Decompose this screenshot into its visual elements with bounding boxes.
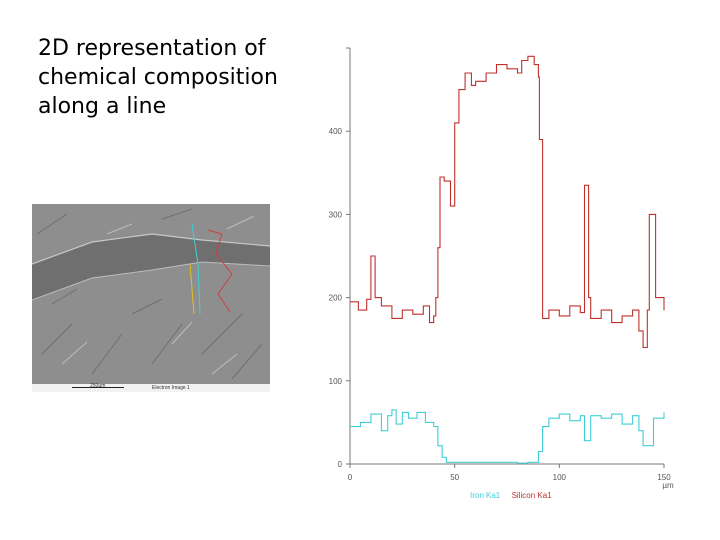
y-tick-label: 200	[329, 294, 343, 303]
scale-bar	[72, 387, 124, 388]
slide-title: 2D representation of chemical compositio…	[38, 36, 278, 119]
y-tick-label: 100	[329, 377, 343, 386]
micrograph-image	[32, 204, 270, 384]
y-tick-label: 300	[329, 210, 343, 219]
electron-micrograph	[32, 204, 270, 384]
detector-label: Electron Image 1	[152, 385, 190, 391]
legend-entry-1: Iron Ka1	[470, 491, 501, 500]
x-tick-label: 150	[657, 473, 671, 482]
chart-series	[350, 55, 665, 464]
series-line-2	[350, 55, 665, 349]
series-line-1	[350, 409, 665, 464]
x-unit-label: µm	[662, 481, 674, 490]
micrograph-info-bar: 250µm Electron Image 1	[32, 383, 270, 392]
y-tick-label: 0	[338, 460, 343, 469]
x-tick-label: 50	[450, 473, 459, 482]
legend-entry-2: Silicon Ka1	[512, 491, 553, 500]
x-tick-label: 0	[348, 473, 353, 482]
y-tick-label: 400	[329, 127, 343, 136]
x-tick-label: 100	[553, 473, 567, 482]
chart-legend: Iron Ka1 Silicon Ka1	[470, 491, 552, 500]
scale-label: 250µm	[90, 383, 106, 389]
